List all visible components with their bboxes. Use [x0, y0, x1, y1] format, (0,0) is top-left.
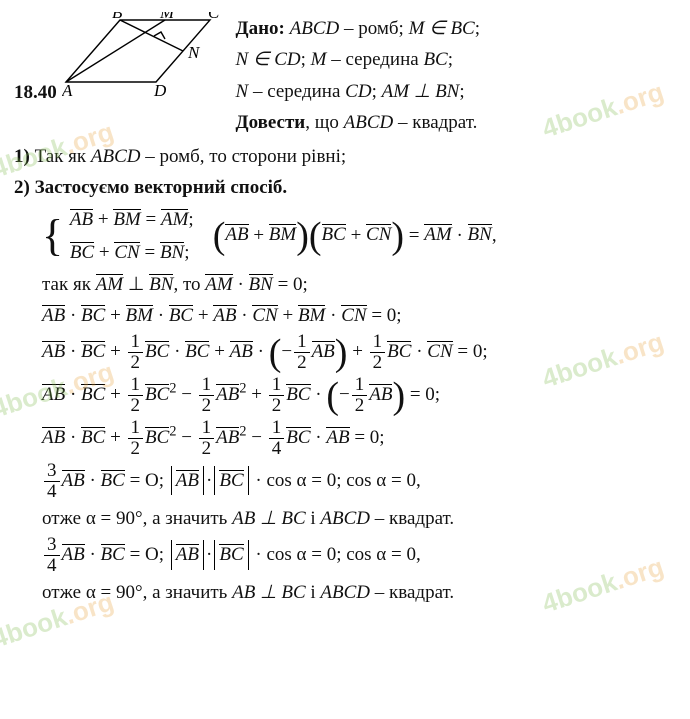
- conclusion-1: отже α = 90°, а значить AB ⊥ BC і ABCD –…: [42, 504, 676, 533]
- expand-2: AB · BC + 12BC · BC + AB · (−12AB) + 12B…: [42, 332, 676, 373]
- svg-text:N: N: [187, 43, 201, 62]
- step-2: 2) Застосуємо векторний спосіб.: [14, 173, 676, 202]
- svg-text:D: D: [153, 81, 167, 98]
- problem-number: 18.40: [14, 82, 57, 103]
- perp-line: так як AM ⊥ BN, то AM · BN = 0;: [42, 270, 676, 299]
- given-block: Дано: ABCD – ромб; M ∈ BC; N ∈ CD; M – с…: [236, 12, 677, 140]
- top-block: 18.40 A B M C N D: [14, 12, 676, 140]
- given-line-4: Довести, що ABCD – квадрат.: [236, 108, 677, 137]
- svg-text:A: A: [62, 81, 73, 98]
- svg-text:M: M: [159, 12, 175, 22]
- step-1: 1) Так як ABCD – ромб, то сторони рівні;: [14, 142, 676, 171]
- rhombus-figure: A B M C N D: [62, 82, 222, 103]
- expand-1: AB · BC + BM · BC + AB · CN + BM · CN = …: [42, 301, 676, 330]
- svg-text:B: B: [112, 12, 123, 22]
- left-col: 18.40 A B M C N D: [14, 12, 222, 107]
- given-line-2: N ∈ CD; M – середина BC;: [236, 45, 677, 74]
- eq-system: { AB + BM = AM; BC + CN = BN; (AB + BM)(…: [42, 205, 676, 268]
- given-line-3: N – середина CD; AM ⊥ BN;: [236, 77, 677, 106]
- conclusion-2: отже α = 90°, а значить AB ⊥ BC і ABCD –…: [42, 578, 676, 607]
- svg-text:C: C: [208, 12, 220, 22]
- given-line-1: Дано: ABCD – ромб; M ∈ BC;: [236, 14, 677, 43]
- final-line-2: 34AB · BC = O; AB·BC · cos α = 0; cos α …: [42, 535, 676, 576]
- expand-4: AB · BC + 12BC2 − 12AB2 − 14BC · AB = 0;: [42, 418, 676, 459]
- final-line-1: 34AB · BC = O; AB·BC · cos α = 0; cos α …: [42, 461, 676, 502]
- expand-3: AB · BC + 12BC2 − 12AB2 + 12BC · (−12AB)…: [42, 375, 676, 416]
